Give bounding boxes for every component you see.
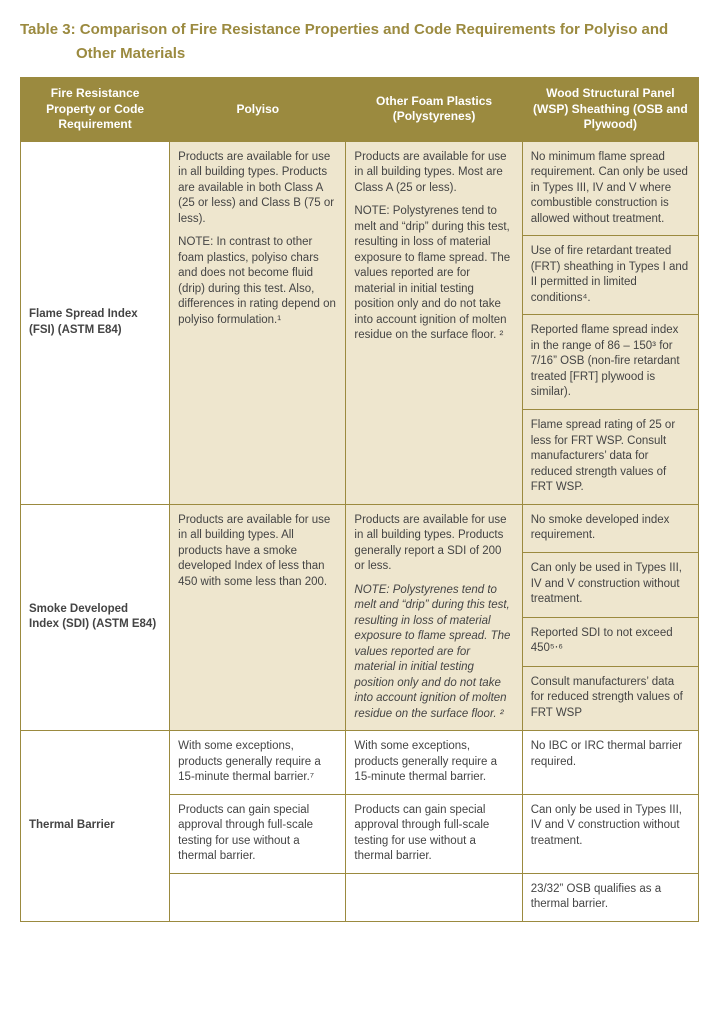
cell-tb-wsp-1: No IBC or IRC thermal barrier required. <box>522 731 698 795</box>
cell-tb-wsp-2: Can only be used in Types III, IV and V … <box>522 794 698 873</box>
cell-fsi-wsp-3: Reported flame spread index in the range… <box>522 315 698 410</box>
comparison-table: Fire Resistance Property or Code Require… <box>20 77 699 922</box>
sdi-other-p1: Products are available for use in all bu… <box>354 513 513 575</box>
cell-tb-wsp-3: 23/32” OSB qualifies as a thermal barrie… <box>522 873 698 921</box>
cell-fsi-wsp-2: Use of fire retardant treated (FRT) shea… <box>522 236 698 315</box>
row-label-fsi: Flame Spread Index (FSI) (ASTM E84) <box>21 141 170 504</box>
cell-fsi-polyiso: Products are available for use in all bu… <box>170 141 346 504</box>
fsi-polyiso-note: NOTE: In contrast to other foam plastics… <box>178 235 337 328</box>
col-header-polyiso: Polyiso <box>170 78 346 142</box>
sdi-other-note: NOTE: Polystyrenes tend to melt and “dri… <box>354 583 513 723</box>
cell-fsi-wsp-4: Flame spread rating of 25 or less for FR… <box>522 410 698 505</box>
table-title-line1: Table 3: Comparison of Fire Resistance P… <box>20 20 699 40</box>
cell-tb-polyiso-1: With some exceptions, products generally… <box>170 731 346 795</box>
row-label-thermal: Thermal Barrier <box>21 731 170 922</box>
fsi-other-note: NOTE: Polystyrenes tend to melt and “dri… <box>354 204 513 344</box>
cell-tb-other-2: Products can gain special approval throu… <box>346 794 522 873</box>
fsi-other-p1: Products are available for use in all bu… <box>354 150 513 197</box>
row-label-sdi: Smoke Developed Index (SDI) (ASTM E84) <box>21 504 170 731</box>
cell-tb-other-1: With some exceptions, products generally… <box>346 731 522 795</box>
cell-sdi-wsp-3: Reported SDI to not exceed 450⁵‧⁶ <box>522 617 698 666</box>
fsi-polyiso-p1: Products are available for use in all bu… <box>178 150 337 228</box>
col-header-other: Other Foam Plastics (Polystyrenes) <box>346 78 522 142</box>
cell-sdi-wsp-4: Consult manufacturers’ data for reduced … <box>522 666 698 731</box>
cell-tb-polyiso-2: Products can gain special approval throu… <box>170 794 346 873</box>
cell-tb-polyiso-3 <box>170 873 346 921</box>
table-title-line2: Other Materials <box>20 44 699 64</box>
cell-tb-other-3 <box>346 873 522 921</box>
cell-sdi-wsp-2: Can only be used in Types III, IV and V … <box>522 553 698 618</box>
col-header-wsp: Wood Structural Panel (WSP) Sheathing (O… <box>522 78 698 142</box>
cell-sdi-wsp-1: No smoke developed index requirement. <box>522 504 698 553</box>
cell-sdi-polyiso: Products are available for use in all bu… <box>170 504 346 731</box>
cell-fsi-other: Products are available for use in all bu… <box>346 141 522 504</box>
cell-sdi-other: Products are available for use in all bu… <box>346 504 522 731</box>
cell-fsi-wsp-1: No minimum flame spread requirement. Can… <box>522 141 698 236</box>
col-header-property: Fire Resistance Property or Code Require… <box>21 78 170 142</box>
